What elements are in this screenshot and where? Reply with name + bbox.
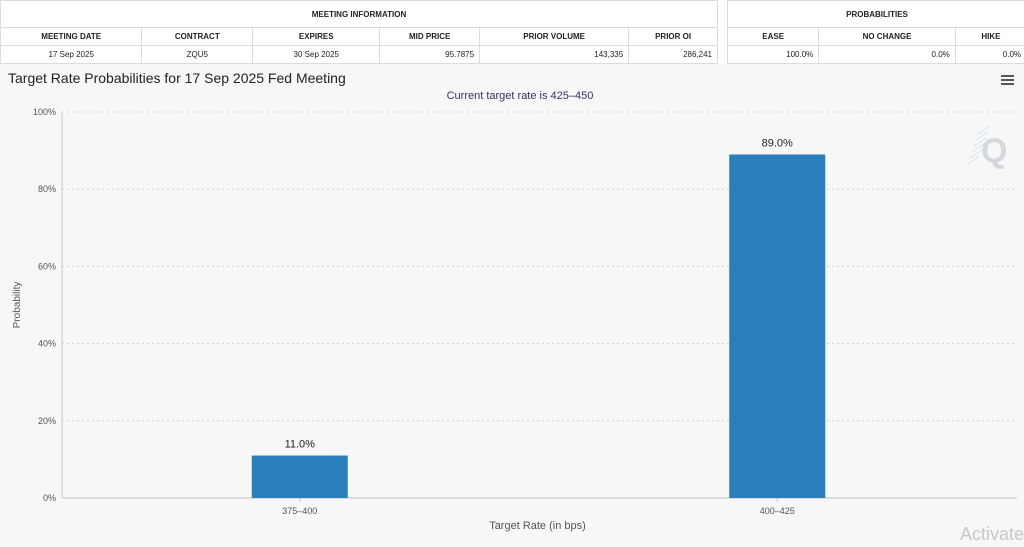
table-row: 17 Sep 2025 ZQU5 30 Sep 2025 95.7875 143… — [0, 45, 718, 64]
y-tick-label: 40% — [38, 339, 56, 349]
chart-subtitle: Current target rate is 425–450 — [446, 90, 594, 102]
contract-value: ZQU5 — [141, 45, 254, 64]
mid-price-value: 95.7875 — [379, 45, 481, 64]
col-prior-oi: PRIOR OI — [628, 27, 718, 46]
bar-chart: Q 0% 20% 40% 60% 80% 100% 11.0% 375–400 89.0% 400… — [12, 107, 1017, 532]
meeting-information-header: MEETING INFORMATION — [0, 0, 718, 28]
hike-value: 0.0% — [954, 45, 1024, 64]
logo-letter: Q — [981, 132, 1007, 170]
col-prior-volume: PRIOR VOLUME — [479, 27, 630, 46]
logo-stroke — [977, 125, 991, 135]
bar-375–400 — [251, 455, 348, 498]
grid-lines — [62, 111, 1017, 422]
prior-volume-value: 143,335 — [479, 45, 630, 64]
chart-area: Target Rate Probabilities for 17 Sep 202… — [0, 64, 1024, 547]
activate-windows-watermark: Activate — [960, 524, 1024, 544]
labels: 0% 20% 40% 60% 80% 100% 11.0% 375–400 89.0% 400–4… — [12, 107, 795, 532]
y-tick-label: 0% — [43, 493, 56, 503]
logo-stroke — [971, 143, 985, 153]
prior-oi-value: 286,241 — [628, 45, 718, 64]
data-label: 89.0% — [762, 137, 793, 149]
x-tick-label: 375–400 — [282, 506, 317, 516]
data-label: 11.0% — [285, 439, 316, 451]
y-tick-label: 60% — [38, 261, 56, 271]
hamburger-menu-icon[interactable] — [1001, 75, 1014, 86]
probabilities-header: PROBABILITIES — [727, 0, 1024, 28]
bar-400–425 — [729, 154, 826, 498]
table-row: 100.0% 0.0% 0.0% — [726, 45, 1024, 64]
meeting-date-value: 17 Sep 2025 — [0, 45, 143, 64]
col-no-change: NO CHANGE — [818, 27, 956, 46]
x-axis-title: Target Rate (in bps) — [489, 520, 586, 532]
x-tick-label: 400–425 — [760, 506, 795, 516]
probabilities-table: PROBABILITIES EASE NO CHANGE HIKE 100.0%… — [726, 0, 1024, 64]
y-tick-label: 100% — [33, 107, 56, 117]
logo-stroke — [975, 131, 989, 141]
meeting-information-table: MEETING INFORMATION MEETING DATE CONTRAC… — [0, 0, 718, 64]
logo-stroke — [967, 155, 981, 165]
logo-stroke — [973, 137, 987, 147]
axes — [61, 112, 1017, 502]
logo-stroke — [969, 149, 983, 159]
chart-title: Target Rate Probabilities for 17 Sep 202… — [8, 70, 346, 86]
col-contract: CONTRACT — [141, 27, 254, 46]
col-mid-price: MID PRICE — [379, 27, 481, 46]
col-meeting-date: MEETING DATE — [0, 27, 143, 46]
y-tick-label: 20% — [38, 416, 56, 426]
col-ease: EASE — [726, 27, 820, 46]
y-tick-label: 80% — [38, 184, 56, 194]
summary-tables: MEETING INFORMATION MEETING DATE CONTRAC… — [0, 0, 1024, 64]
ease-value: 100.0% — [726, 45, 820, 64]
q-logo-icon: Q — [967, 125, 1007, 170]
col-expires: EXPIRES — [252, 27, 381, 46]
col-hike: HIKE — [954, 27, 1024, 46]
y-axis-title: Probability — [12, 282, 23, 329]
expires-value: 30 Sep 2025 — [252, 45, 381, 64]
no-change-value: 0.0% — [818, 45, 956, 64]
bars — [251, 154, 826, 498]
